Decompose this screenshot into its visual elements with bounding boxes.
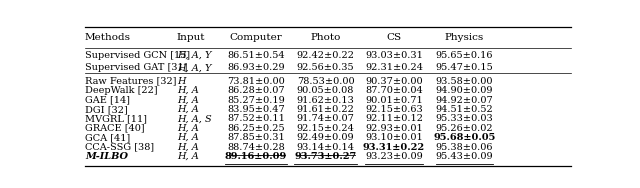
Text: 92.93±0.01: 92.93±0.01 [365, 124, 423, 133]
Text: GRACE [40]: GRACE [40] [85, 124, 145, 133]
Text: 95.38±0.06: 95.38±0.06 [436, 143, 493, 152]
Text: H, A: H, A [177, 133, 198, 142]
Text: 93.10±0.01: 93.10±0.01 [365, 133, 423, 142]
Text: 95.65±0.16: 95.65±0.16 [436, 51, 493, 60]
Text: 86.28±0.07: 86.28±0.07 [227, 86, 285, 95]
Text: 95.43±0.09: 95.43±0.09 [436, 152, 493, 161]
Text: H: H [177, 77, 185, 86]
Text: 93.14±0.14: 93.14±0.14 [296, 143, 355, 152]
Text: 91.62±0.13: 91.62±0.13 [296, 96, 355, 105]
Text: H, A: H, A [177, 152, 198, 161]
Text: H, A: H, A [177, 105, 198, 114]
Text: 92.42±0.22: 92.42±0.22 [296, 51, 355, 60]
Text: 94.51±0.52: 94.51±0.52 [436, 105, 493, 114]
Text: H, A, Y: H, A, Y [177, 63, 211, 72]
Text: 87.70±0.04: 87.70±0.04 [365, 86, 423, 95]
Text: 92.11±0.12: 92.11±0.12 [365, 114, 423, 123]
Text: 87.52±0.11: 87.52±0.11 [227, 114, 285, 123]
Text: 92.31±0.24: 92.31±0.24 [365, 63, 423, 72]
Text: Raw Features [32]: Raw Features [32] [85, 77, 177, 86]
Text: 86.51±0.54: 86.51±0.54 [227, 51, 285, 60]
Text: Physics: Physics [445, 33, 484, 42]
Text: H, A: H, A [177, 143, 198, 152]
Text: 88.74±0.28: 88.74±0.28 [227, 143, 285, 152]
Text: Input: Input [177, 33, 205, 42]
Text: CS: CS [387, 33, 401, 42]
Text: 83.95±0.47: 83.95±0.47 [227, 105, 285, 114]
Text: H, A, Y: H, A, Y [177, 51, 211, 60]
Text: 95.26±0.02: 95.26±0.02 [436, 124, 493, 133]
Text: DeepWalk [22]: DeepWalk [22] [85, 86, 157, 95]
Text: Photo: Photo [310, 33, 340, 42]
Text: 85.27±0.19: 85.27±0.19 [227, 96, 285, 105]
Text: H, A: H, A [177, 96, 198, 105]
Text: GCA [41]: GCA [41] [85, 133, 130, 142]
Text: 90.05±0.08: 90.05±0.08 [297, 86, 354, 95]
Text: 86.93±0.29: 86.93±0.29 [227, 63, 285, 72]
Text: 92.15±0.63: 92.15±0.63 [365, 105, 423, 114]
Text: 91.74±0.07: 91.74±0.07 [296, 114, 355, 123]
Text: 92.56±0.35: 92.56±0.35 [297, 63, 355, 72]
Text: 95.68±0.05: 95.68±0.05 [433, 133, 495, 142]
Text: Supervised GAT [31]: Supervised GAT [31] [85, 63, 188, 72]
Text: H, A: H, A [177, 86, 198, 95]
Text: 95.47±0.15: 95.47±0.15 [436, 63, 493, 72]
Text: 73.81±0.00: 73.81±0.00 [227, 77, 285, 86]
Text: CCA-SSG [38]: CCA-SSG [38] [85, 143, 154, 152]
Text: 93.73±0.27: 93.73±0.27 [294, 152, 356, 161]
Text: 91.61±0.22: 91.61±0.22 [296, 105, 355, 114]
Text: Μ-ILBO: Μ-ILBO [85, 152, 128, 161]
Text: 89.16±0.09: 89.16±0.09 [225, 152, 287, 161]
Text: Supervised GCN [15]: Supervised GCN [15] [85, 51, 190, 60]
Text: DGI [32]: DGI [32] [85, 105, 128, 114]
Text: 93.03±0.31: 93.03±0.31 [365, 51, 423, 60]
Text: 94.90±0.09: 94.90±0.09 [436, 86, 493, 95]
Text: 93.31±0.22: 93.31±0.22 [363, 143, 425, 152]
Text: Methods: Methods [85, 33, 131, 42]
Text: 92.49±0.09: 92.49±0.09 [297, 133, 355, 142]
Text: Computer: Computer [230, 33, 282, 42]
Text: 95.33±0.03: 95.33±0.03 [436, 114, 493, 123]
Text: GAE [14]: GAE [14] [85, 96, 130, 105]
Text: 94.92±0.07: 94.92±0.07 [436, 96, 493, 105]
Text: H, A, S: H, A, S [177, 114, 211, 123]
Text: H, A: H, A [177, 124, 198, 133]
Text: 86.25±0.25: 86.25±0.25 [227, 124, 285, 133]
Text: 90.37±0.00: 90.37±0.00 [365, 77, 423, 86]
Text: MVGRL [11]: MVGRL [11] [85, 114, 147, 123]
Text: 93.23±0.09: 93.23±0.09 [365, 152, 423, 161]
Text: 93.58±0.00: 93.58±0.00 [436, 77, 493, 86]
Text: 90.01±0.71: 90.01±0.71 [365, 96, 423, 105]
Text: 92.15±0.24: 92.15±0.24 [296, 124, 355, 133]
Text: 78.53±0.00: 78.53±0.00 [297, 77, 355, 86]
Text: 87.85±0.31: 87.85±0.31 [227, 133, 285, 142]
